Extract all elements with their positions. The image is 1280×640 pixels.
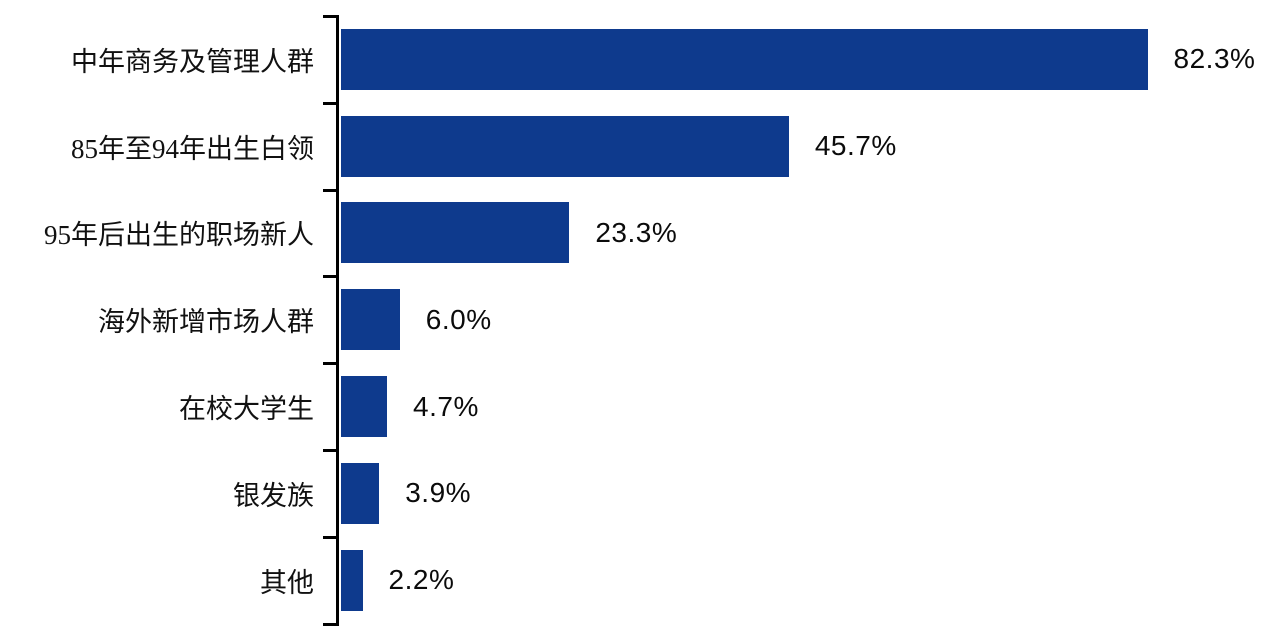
bar-track: 2.2%: [324, 537, 1280, 624]
axis-tick: [323, 188, 339, 192]
bar-row: 95年后出生的职场新人 23.3%: [0, 190, 1280, 277]
bar-row: 85年至94年出生白领 45.7%: [0, 103, 1280, 190]
bar-row: 银发族 3.9%: [0, 450, 1280, 537]
value-label: 82.3%: [1173, 43, 1256, 75]
bar-track: 23.3%: [324, 190, 1280, 277]
bar-track: 4.7%: [324, 363, 1280, 450]
bar[interactable]: [341, 28, 1148, 90]
value-label: 2.2%: [388, 564, 455, 596]
category-label: 海外新增市场人群: [98, 307, 314, 338]
category-label: 银发族: [233, 480, 314, 511]
bar[interactable]: [341, 462, 380, 524]
axis-tick: [323, 449, 339, 452]
axis-tick: [323, 15, 339, 18]
bar-track: 45.7%: [324, 103, 1280, 190]
chart-rows: 中年商务及管理人群 82.3% 85年至94年出生白领 45.7% 95年后出生…: [0, 16, 1280, 624]
bar[interactable]: [341, 202, 570, 264]
value-label: 6.0%: [425, 303, 492, 335]
axis-tick: [323, 535, 339, 539]
bar[interactable]: [341, 549, 363, 611]
category-label: 在校大学生: [179, 394, 314, 425]
axis-tick: [323, 275, 339, 279]
bar[interactable]: [341, 115, 789, 177]
value-label: 45.7%: [814, 130, 897, 162]
bar-row: 在校大学生 4.7%: [0, 363, 1280, 450]
value-label: 23.3%: [595, 216, 678, 248]
y-axis-line: [336, 16, 339, 624]
bar-row: 中年商务及管理人群 82.3%: [0, 16, 1280, 103]
axis-tick: [323, 622, 339, 626]
bar[interactable]: [341, 376, 388, 438]
bar[interactable]: [341, 289, 400, 351]
category-label: 中年商务及管理人群: [71, 46, 314, 77]
bar-row: 海外新增市场人群 6.0%: [0, 276, 1280, 363]
axis-tick: [323, 362, 339, 366]
category-label: 95年后出生的职场新人: [44, 220, 314, 251]
bar-track: 82.3%: [324, 16, 1280, 103]
bar-track: 3.9%: [324, 450, 1280, 537]
category-label: 85年至94年出生白领: [71, 133, 314, 164]
bar-row: 其他 2.2%: [0, 537, 1280, 624]
value-label: 4.7%: [413, 390, 479, 422]
bar-track: 6.0%: [324, 276, 1280, 363]
category-label: 其他: [260, 567, 314, 598]
axis-tick: [323, 101, 339, 105]
value-label: 3.9%: [405, 477, 472, 509]
